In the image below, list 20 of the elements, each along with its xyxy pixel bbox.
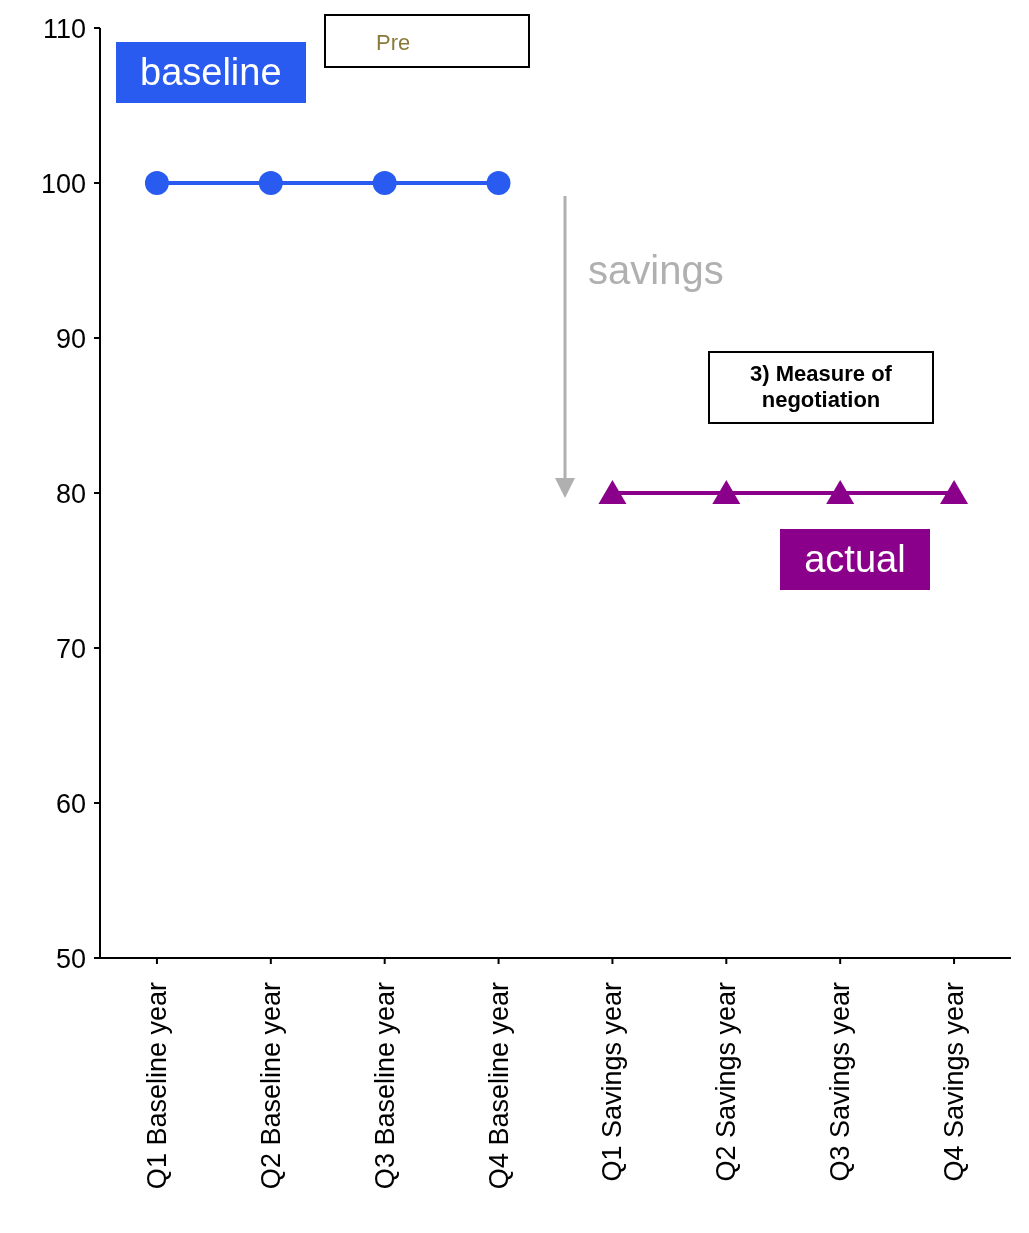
y-tick-label: 50 [55,943,86,974]
x-tick-label: Q1 Baseline year [141,982,172,1190]
annotation: savings [588,248,724,293]
series-label: actual [780,529,930,591]
y-tick-label: 110 [42,13,86,44]
y-tick-label: 60 [55,788,86,819]
y-tick-label: 80 [55,478,86,509]
x-tick-label: Q1 Savings year [597,982,628,1182]
x-tick-label: Q2 Savings year [711,982,742,1182]
y-tick-label: 90 [55,323,86,354]
y-tick-label: 70 [55,633,86,664]
y-tick-label: 100 [40,168,86,199]
x-tick-label: Q2 Baseline year [255,982,286,1190]
annotation: 3) Measure of negotiation [708,351,934,424]
text: baseline [116,42,306,104]
x-tick-label: Q3 Savings year [825,982,856,1182]
annotation: Pre [324,14,530,68]
x-tick-label: Q4 Savings year [939,982,970,1182]
x-tick-label: Q3 Baseline year [369,982,400,1190]
x-tick-label: Q4 Baseline year [483,982,514,1190]
